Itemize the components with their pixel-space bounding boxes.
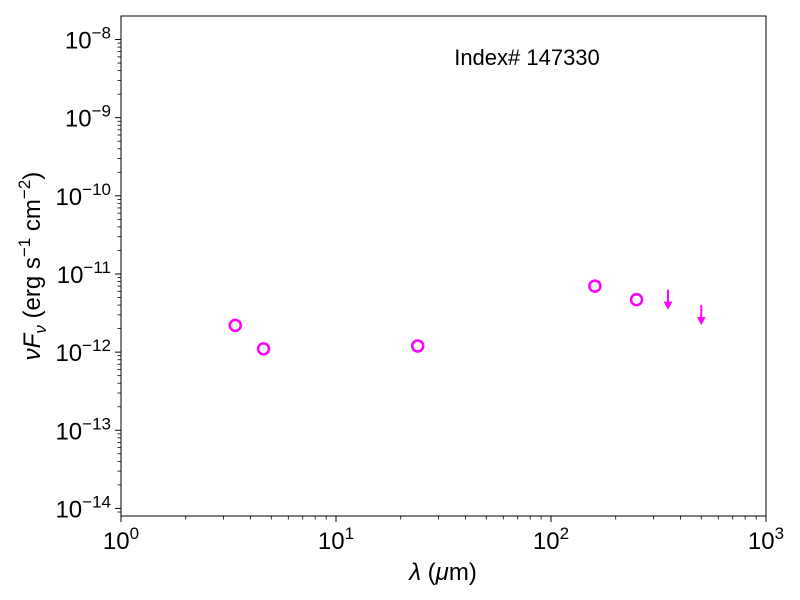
- data-point-marker: [588, 279, 602, 293]
- y-tick-label: 10−14: [55, 492, 111, 523]
- major-ticks: [115, 39, 767, 522]
- x-tick-label: 100: [103, 524, 139, 555]
- y-axis-title: νFν (erg s−1 cm−2): [15, 172, 50, 361]
- data-point-marker: [256, 342, 271, 356]
- upper-limit-arrow: [696, 305, 706, 326]
- y-tick-label: 10−10: [55, 180, 111, 211]
- y-tick-label: 10−12: [55, 336, 111, 367]
- data-point-marker: [410, 339, 425, 353]
- plot-frame: [120, 15, 767, 517]
- x-tick-label: 101: [318, 524, 354, 555]
- y-tick-label: 10−8: [65, 24, 111, 55]
- data-point-marker: [629, 292, 644, 307]
- x-axis-title: λ (μm): [407, 559, 477, 586]
- minor-ticks: [117, 42, 757, 520]
- x-tick-label: 102: [533, 524, 569, 555]
- y-tick-label: 10−9: [65, 102, 111, 133]
- y-tick-label: 10−13: [55, 414, 111, 445]
- y-tick-label: 10−11: [57, 258, 111, 289]
- x-tick-label: 103: [748, 524, 784, 555]
- tick-labels: 100 101 102 103 10−14 10−13 10−12 10−11 10−10 10−…: [55, 24, 784, 555]
- index-annotation: Index# 147330: [454, 45, 600, 70]
- data-point-marker: [228, 318, 243, 333]
- data-markers: [228, 279, 706, 356]
- upper-limit-arrow: [663, 289, 673, 310]
